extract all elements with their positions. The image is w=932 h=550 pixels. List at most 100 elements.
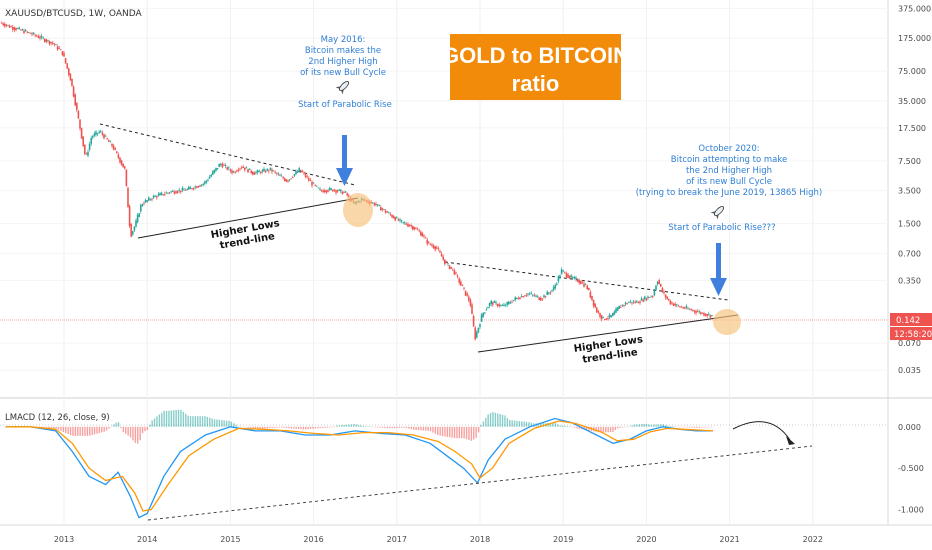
candle-body bbox=[69, 73, 72, 81]
candle-body bbox=[418, 230, 420, 232]
x-tick-label: 2021 bbox=[719, 535, 739, 544]
candle-body bbox=[207, 179, 209, 181]
higher-lows-line-2[interactable] bbox=[477, 314, 739, 353]
candle-body bbox=[488, 303, 491, 307]
candle-body bbox=[293, 174, 296, 176]
candle-body bbox=[640, 298, 643, 301]
candle-body bbox=[468, 296, 470, 301]
candle-body bbox=[84, 145, 86, 154]
hist-bar bbox=[237, 426, 240, 427]
hist-bar bbox=[285, 426, 288, 429]
candle-body bbox=[10, 26, 12, 28]
downtrend-line-1[interactable] bbox=[99, 123, 356, 186]
hist-bar bbox=[710, 426, 713, 428]
hist-bar bbox=[206, 416, 209, 427]
candle-body bbox=[274, 171, 276, 173]
hist-bar bbox=[487, 414, 489, 427]
candle-body bbox=[703, 313, 705, 316]
candle-body bbox=[210, 174, 212, 177]
hist-bar bbox=[110, 426, 113, 428]
candle-body bbox=[599, 313, 601, 317]
hist-bar bbox=[91, 426, 93, 435]
candle-body bbox=[317, 187, 320, 189]
candle-body bbox=[189, 187, 192, 189]
candle-body bbox=[584, 284, 587, 286]
candle-body bbox=[493, 301, 496, 303]
x-tick-label: 2016 bbox=[303, 535, 323, 544]
candle-body bbox=[647, 296, 649, 298]
hist-bar bbox=[216, 419, 218, 427]
annotation-oct-2020: October 2020: Bitcoin attempting to make… bbox=[636, 144, 823, 198]
candle-body bbox=[445, 262, 448, 264]
candle-body bbox=[112, 145, 115, 150]
hist-bar bbox=[425, 426, 427, 431]
price-axis[interactable]: 375.000 175.000 75.000 35.000 17.500 7.500 3.5… bbox=[898, 4, 931, 375]
hist-bar bbox=[389, 426, 391, 429]
candle-body bbox=[688, 309, 691, 310]
candle-body bbox=[178, 189, 180, 191]
candle-body bbox=[404, 222, 406, 224]
candle-body bbox=[220, 163, 222, 166]
candle-body bbox=[344, 191, 347, 193]
candle-body bbox=[709, 314, 712, 318]
hist-bar bbox=[297, 426, 300, 430]
candle-body bbox=[301, 171, 304, 173]
candle-body bbox=[498, 304, 500, 307]
candle-body bbox=[58, 47, 60, 49]
hist-bar bbox=[449, 426, 451, 438]
candle-body bbox=[277, 173, 280, 175]
candle-body bbox=[637, 302, 640, 304]
hist-bar bbox=[117, 422, 120, 427]
hist-bar bbox=[103, 426, 105, 432]
candle-body bbox=[290, 178, 292, 180]
hist-bar bbox=[703, 426, 705, 428]
candle-body bbox=[556, 283, 558, 285]
hist-bar bbox=[173, 410, 175, 427]
candle-body bbox=[426, 239, 428, 244]
hist-bar bbox=[638, 424, 641, 427]
candle-body bbox=[453, 270, 456, 275]
candle-body bbox=[111, 143, 113, 147]
candle-body bbox=[578, 280, 580, 283]
hist-bar bbox=[199, 416, 201, 427]
candle-body bbox=[375, 203, 377, 206]
hist-bar bbox=[607, 426, 609, 433]
hist-bar bbox=[305, 426, 307, 430]
hist-bar bbox=[55, 426, 57, 429]
higher-lows-line-1[interactable] bbox=[137, 197, 359, 239]
hist-bar bbox=[357, 424, 360, 427]
hist-bar bbox=[189, 416, 192, 427]
candle-body bbox=[597, 311, 600, 313]
hist-bar bbox=[50, 426, 53, 429]
time-axis[interactable]: 2013 2014 2015 2016 2017 2018 2019 2020 2021 2022 bbox=[54, 535, 823, 544]
macd-axis[interactable]: 0.000 -0.500 -1.000 bbox=[898, 423, 924, 515]
candle-body bbox=[304, 174, 307, 178]
hist-bar bbox=[415, 426, 417, 431]
hist-bar bbox=[698, 426, 701, 428]
candle-body bbox=[186, 188, 188, 190]
y-tick-label: 0.700 bbox=[898, 249, 921, 258]
candle-body bbox=[223, 164, 225, 166]
candle-body bbox=[165, 192, 168, 194]
candle-body bbox=[696, 311, 699, 313]
hist-bar bbox=[209, 417, 211, 427]
candle-body bbox=[90, 137, 92, 144]
candle-body bbox=[130, 224, 132, 237]
candle-body bbox=[428, 241, 430, 243]
candle-body bbox=[191, 188, 193, 190]
candle-body bbox=[672, 303, 675, 306]
indicator-label: LMACD (12, 26, close, 9) bbox=[5, 413, 110, 423]
candle-body bbox=[511, 301, 513, 303]
candle-body bbox=[616, 307, 619, 311]
hist-bar bbox=[96, 426, 98, 434]
hist-bar bbox=[338, 425, 341, 427]
candle-body bbox=[562, 270, 564, 272]
hist-bar bbox=[72, 426, 74, 436]
candle-body bbox=[332, 189, 334, 192]
candle-body bbox=[621, 304, 624, 306]
candle-body bbox=[144, 200, 147, 203]
candle-body bbox=[442, 256, 444, 260]
hist-bar bbox=[120, 426, 122, 429]
candle-body bbox=[184, 189, 187, 191]
